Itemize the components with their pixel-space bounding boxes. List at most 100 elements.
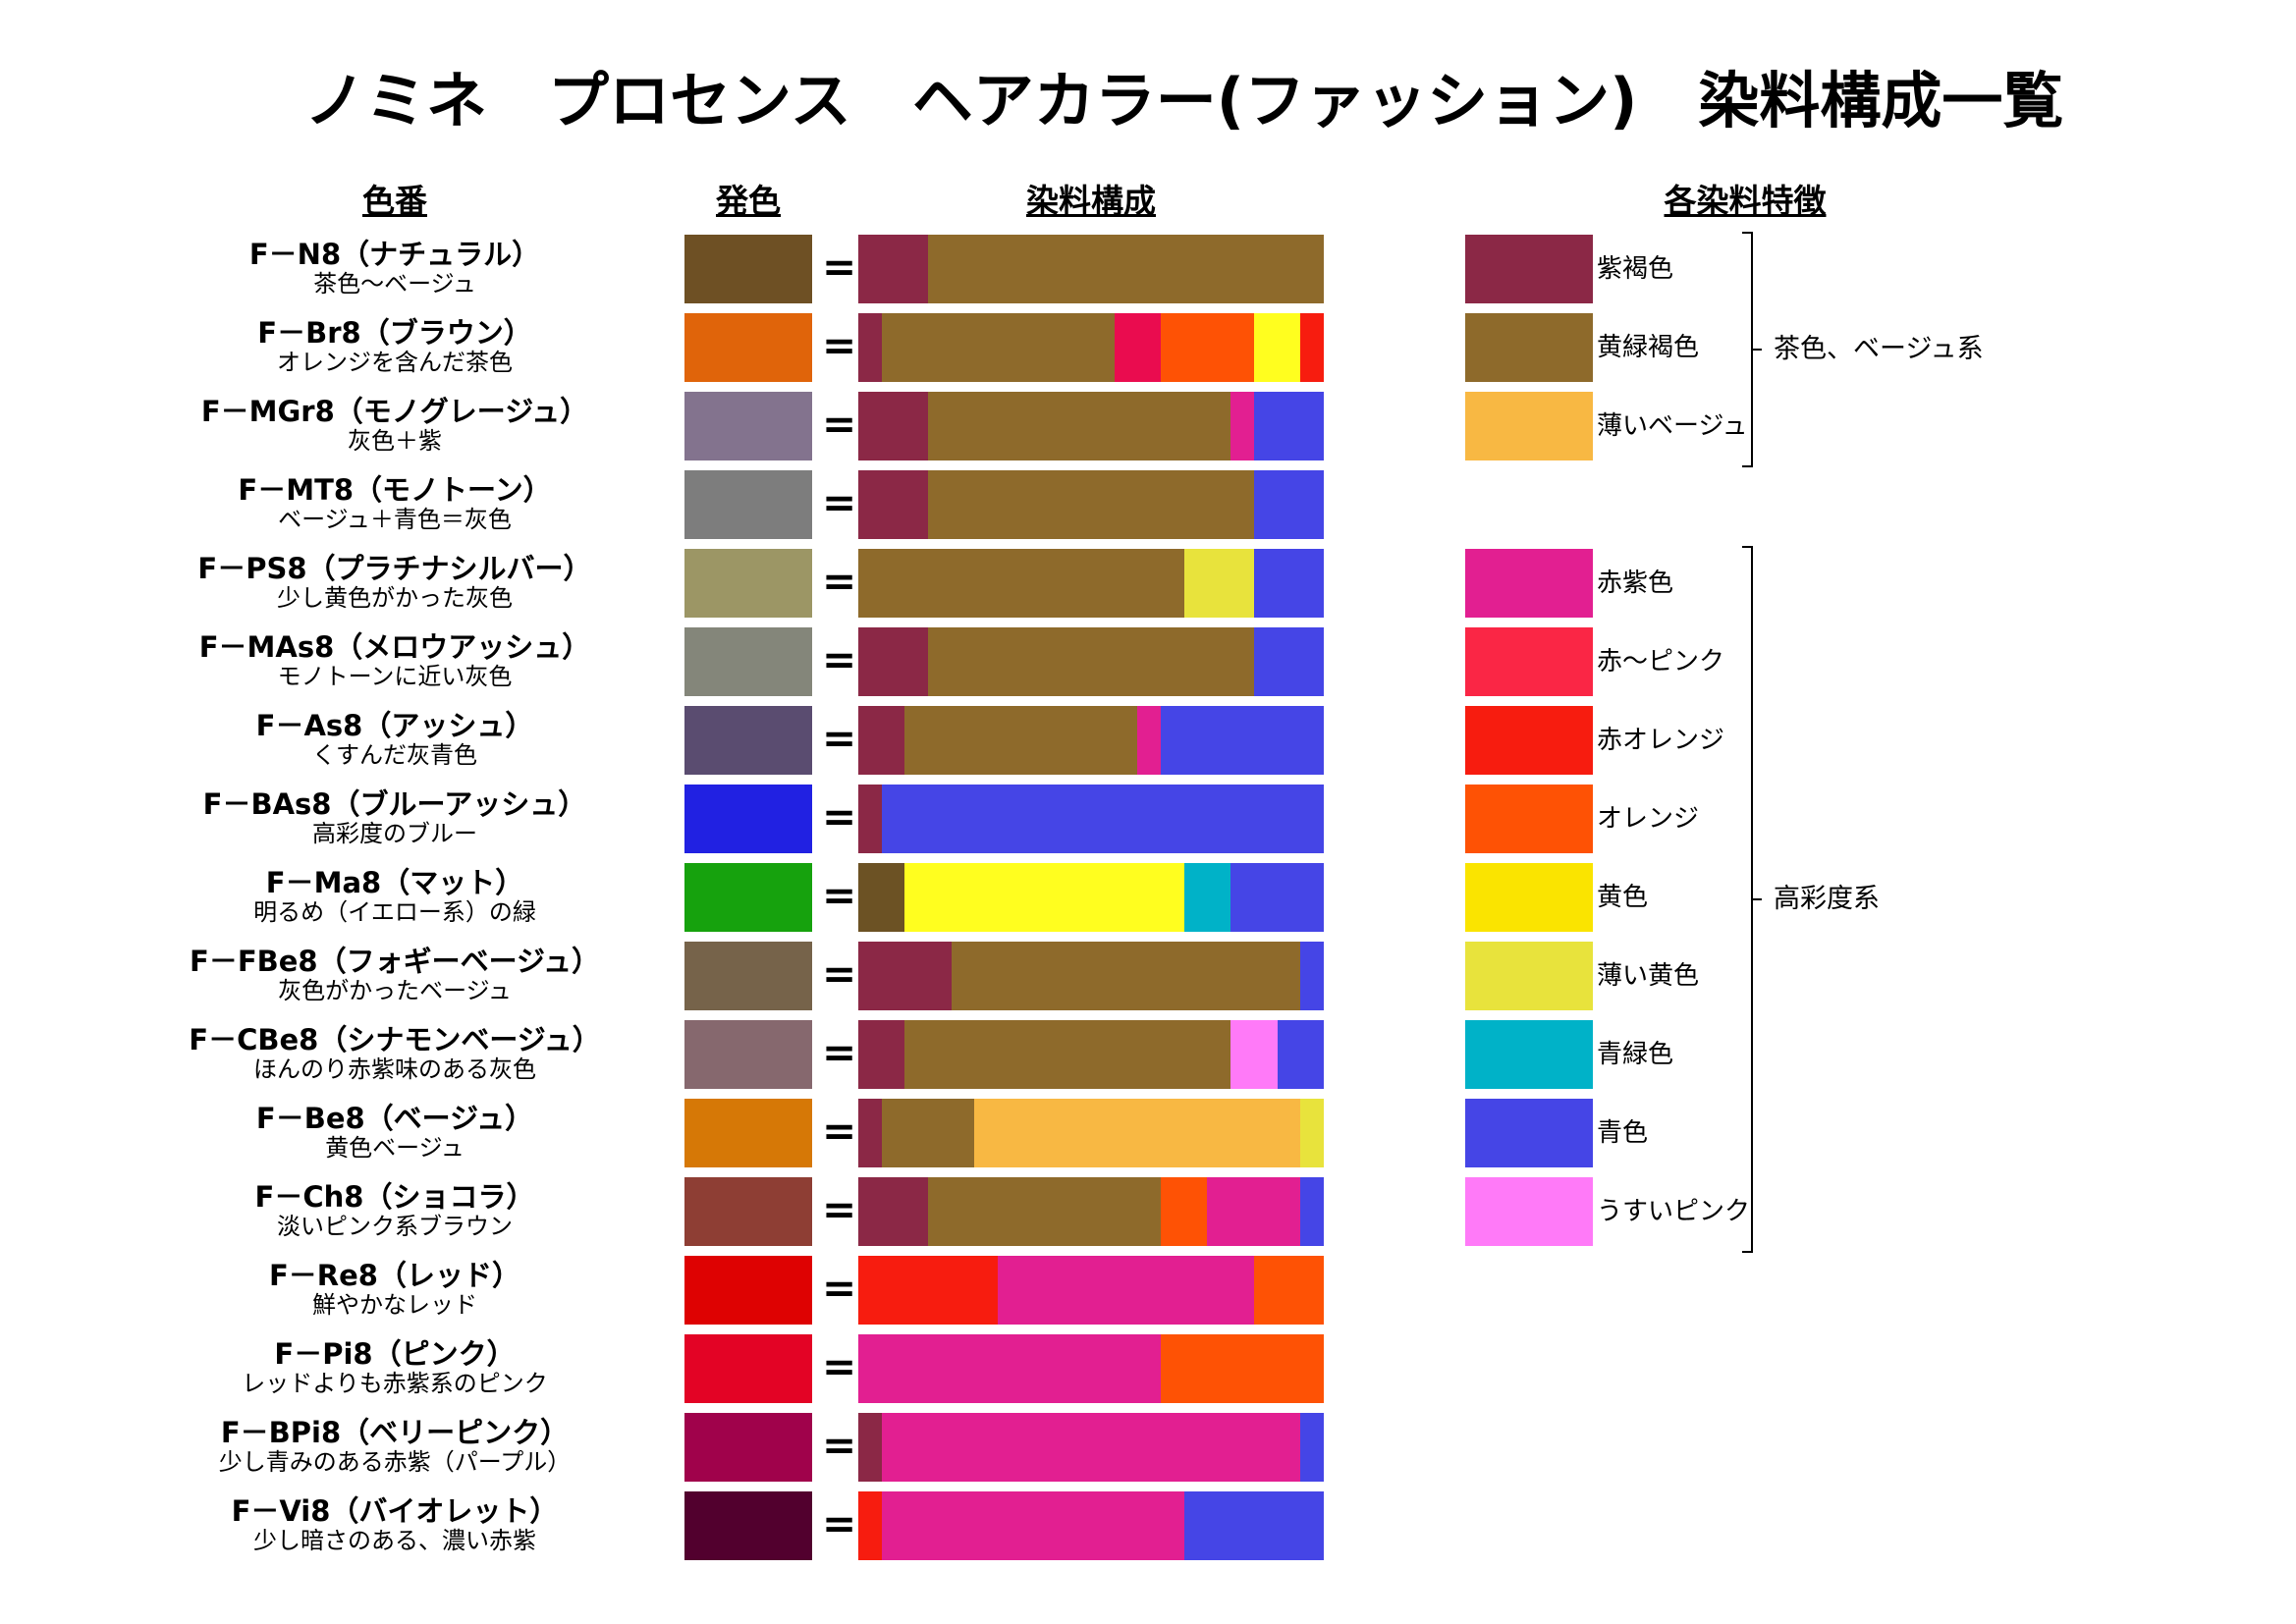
composition-bar	[858, 1413, 1324, 1482]
shade-name: F－BAs8（ブルーアッシュ）	[202, 787, 587, 821]
dye-segment	[881, 1491, 1184, 1560]
shade-name: F－PS8（プラチナシルバー）	[197, 552, 592, 585]
shade-name: F－Pi8（ピンク）	[274, 1337, 516, 1371]
legend-label: 赤紫色	[1597, 568, 1674, 598]
equals-sign: =	[822, 1342, 857, 1390]
result-color-swatch	[684, 863, 812, 932]
dye-segment	[858, 392, 929, 460]
legend-label: 青色	[1597, 1118, 1649, 1148]
shade-description: ほんのり赤紫味のある灰色	[253, 1056, 536, 1083]
shade-description: 少し暗さのある、濃い赤紫	[253, 1527, 536, 1554]
legend-swatch	[1465, 549, 1593, 618]
shade-description: 鮮やかなレッド	[312, 1291, 477, 1319]
shade-description: 少し黄色がかった灰色	[277, 584, 513, 612]
result-color-swatch	[684, 549, 812, 618]
shade-description: 淡いピンク系ブラウン	[277, 1213, 513, 1240]
legend-swatch	[1465, 392, 1593, 460]
dye-segment	[904, 863, 1184, 932]
composition-bar	[858, 1177, 1324, 1246]
equals-sign: =	[822, 792, 857, 840]
dye-segment	[858, 1413, 882, 1482]
result-color-swatch	[684, 392, 812, 460]
shade-description: 高彩度のブルー	[312, 820, 477, 847]
legend-swatch	[1465, 785, 1593, 853]
shade-description: 灰色＋紫	[348, 427, 442, 455]
legend-swatch	[1465, 313, 1593, 382]
legend-swatch	[1465, 942, 1593, 1010]
shade-name: F－N8（ナチュラル）	[248, 238, 541, 271]
legend-swatch	[1465, 235, 1593, 303]
dye-segment	[974, 1099, 1301, 1167]
equals-sign: =	[822, 1421, 857, 1469]
dye-segment	[1253, 313, 1301, 382]
dye-segment	[858, 706, 905, 775]
composition-bar	[858, 785, 1324, 853]
page-title: ノミネ プロセンス ヘアカラー(ファッション) 染料構成一覧	[304, 65, 2064, 136]
result-color-swatch	[684, 470, 812, 539]
legend-label: 赤～ピンク	[1597, 647, 1725, 677]
shade-name: F－MAs8（メロウアッシュ）	[198, 630, 591, 664]
composition-bar	[858, 470, 1324, 539]
dye-segment	[1300, 1413, 1324, 1482]
composition-bar	[858, 942, 1324, 1010]
equals-sign: =	[822, 714, 857, 762]
result-color-swatch	[684, 942, 812, 1010]
dye-segment	[858, 1177, 929, 1246]
equals-sign: =	[822, 321, 857, 369]
dye-segment	[928, 470, 1254, 539]
shade-description: くすんだ灰青色	[312, 741, 477, 769]
shade-description: 少し青みのある赤紫（パープル）	[218, 1448, 572, 1476]
dye-segment	[881, 1099, 975, 1167]
dye-segment	[1183, 549, 1254, 618]
result-color-swatch	[684, 1020, 812, 1089]
shade-description: 黄色ベージュ	[325, 1134, 465, 1162]
equals-sign: =	[822, 400, 857, 448]
equals-sign: =	[822, 1028, 857, 1076]
dye-segment	[1230, 863, 1324, 932]
dye-segment	[1207, 1177, 1301, 1246]
dye-segment	[1161, 1334, 1324, 1403]
equals-sign: =	[822, 1499, 857, 1547]
legend-label: 紫褐色	[1597, 254, 1674, 284]
legend-swatch	[1465, 1099, 1593, 1167]
dye-segment	[858, 627, 929, 696]
dye-segment	[928, 627, 1254, 696]
dye-segment	[858, 863, 905, 932]
legend-swatch	[1465, 1020, 1593, 1089]
group-label: 茶色、ベージュ系	[1774, 334, 1984, 364]
dye-segment	[1114, 313, 1162, 382]
dye-segment	[858, 1020, 905, 1089]
composition-bar	[858, 863, 1324, 932]
equals-sign: =	[822, 1264, 857, 1312]
shade-name: F－FBe8（フォギーベージュ）	[190, 945, 600, 978]
shade-name: F－Vi8（バイオレット）	[231, 1494, 559, 1528]
dye-segment	[1300, 1099, 1324, 1167]
composition-bar	[858, 706, 1324, 775]
legend-label: 黄色	[1597, 883, 1649, 912]
result-color-swatch	[684, 785, 812, 853]
dye-segment	[858, 235, 929, 303]
equals-sign: =	[822, 1107, 857, 1155]
result-color-swatch	[684, 313, 812, 382]
dye-segment	[928, 1177, 1162, 1246]
dye-segment	[858, 785, 882, 853]
dye-segment	[881, 1413, 1301, 1482]
dye-segment	[1253, 1256, 1324, 1325]
shade-name: F－Ma8（マット）	[265, 866, 524, 899]
dye-segment	[1161, 1177, 1208, 1246]
composition-bar	[858, 627, 1324, 696]
composition-bar	[858, 1099, 1324, 1167]
header-result: 発色	[716, 182, 781, 220]
composition-bar	[858, 392, 1324, 460]
shade-description: オレンジを含んだ茶色	[277, 349, 513, 376]
dye-segment	[1253, 392, 1324, 460]
dye-segment	[858, 1256, 999, 1325]
equals-sign: =	[822, 243, 857, 291]
dye-segment	[928, 392, 1231, 460]
shade-name: F－Re8（レッド）	[269, 1259, 520, 1292]
dye-segment	[1230, 392, 1254, 460]
legend-label: 薄い黄色	[1597, 961, 1700, 991]
dye-segment	[1161, 313, 1254, 382]
legend-swatch	[1465, 863, 1593, 932]
dye-segment	[998, 1256, 1254, 1325]
